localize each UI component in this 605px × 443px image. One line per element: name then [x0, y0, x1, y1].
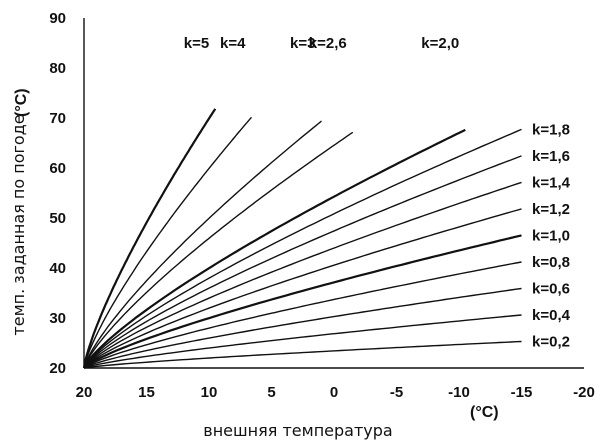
y-tick-label: 20 [49, 360, 66, 377]
curve-k-1-6 [83, 155, 522, 369]
curve-label: k=4 [220, 35, 246, 52]
y-tick-label: 70 [49, 110, 66, 127]
curve-k-1-0 [83, 234, 522, 369]
y-axis-title: темп. заданная по погоде [9, 114, 28, 335]
x-axis-unit: (°C) [470, 404, 499, 421]
y-axis-unit: (°C) [13, 88, 30, 117]
x-tick-label: -5 [390, 384, 403, 401]
curve-label: k=1,2 [532, 201, 570, 218]
y-tick-label: 80 [49, 60, 66, 77]
x-tick-label: -20 [573, 384, 595, 401]
curve-label: k=5 [184, 35, 209, 52]
curve-label: k=0,8 [532, 254, 570, 271]
curve-k-2-0 [83, 128, 466, 369]
curve-k-4 [83, 116, 253, 369]
curve-k-1-8 [83, 128, 522, 369]
curve-k-0-2 [83, 340, 522, 369]
curve-k-0-4 [83, 314, 522, 369]
x-axis-title: внешняя температура [203, 421, 392, 440]
curve-label: k=1,0 [532, 227, 570, 244]
curve-label: k=0,6 [532, 280, 570, 297]
y-tick-label: 30 [49, 310, 66, 327]
curve-k-0-6 [83, 287, 522, 369]
curve-label: k=0,4 [532, 307, 571, 324]
x-tick-label: 15 [138, 384, 155, 401]
curve-k-2-6 [83, 131, 354, 369]
curve-labels: k=5 k=4 k=3k=2,6 k=2,0 k=1,8 k=1,6 k=1,4 k=1,2 k… [184, 35, 571, 350]
curve-k-0-8 [83, 261, 522, 369]
curve-label: k=1,4 [532, 174, 571, 191]
curve-label: k=1,6 [532, 148, 570, 165]
y-tick-label: 90 [49, 10, 66, 27]
curve-label: k=2,0 [421, 35, 459, 52]
y-tick-label: 40 [49, 260, 66, 277]
curves [82, 108, 522, 369]
curve-label: k=0,2 [532, 333, 570, 350]
x-tick-label: -15 [511, 384, 533, 401]
curve-label: k=1,8 [532, 121, 570, 138]
curve-k-3 [83, 120, 322, 369]
curve-k-5 [82, 108, 217, 369]
y-axis: 20 30 40 50 60 70 80 90 [49, 10, 85, 377]
x-tick-label: 20 [76, 384, 93, 401]
y-tick-label: 60 [49, 160, 66, 177]
curve-k-1-4 [83, 181, 522, 369]
x-tick-label: 5 [267, 384, 275, 401]
curve-label: k=2,6 [309, 35, 347, 52]
curve-label: k=3 [290, 35, 315, 52]
x-tick-label: 10 [201, 384, 218, 401]
x-tick-label: 0 [330, 384, 338, 401]
curve-k-1-2 [83, 208, 522, 369]
y-tick-label: 50 [49, 210, 66, 227]
x-tick-label: -10 [448, 384, 470, 401]
x-axis: 20 15 10 5 0 -5 -10 -15 -20 [76, 367, 595, 401]
